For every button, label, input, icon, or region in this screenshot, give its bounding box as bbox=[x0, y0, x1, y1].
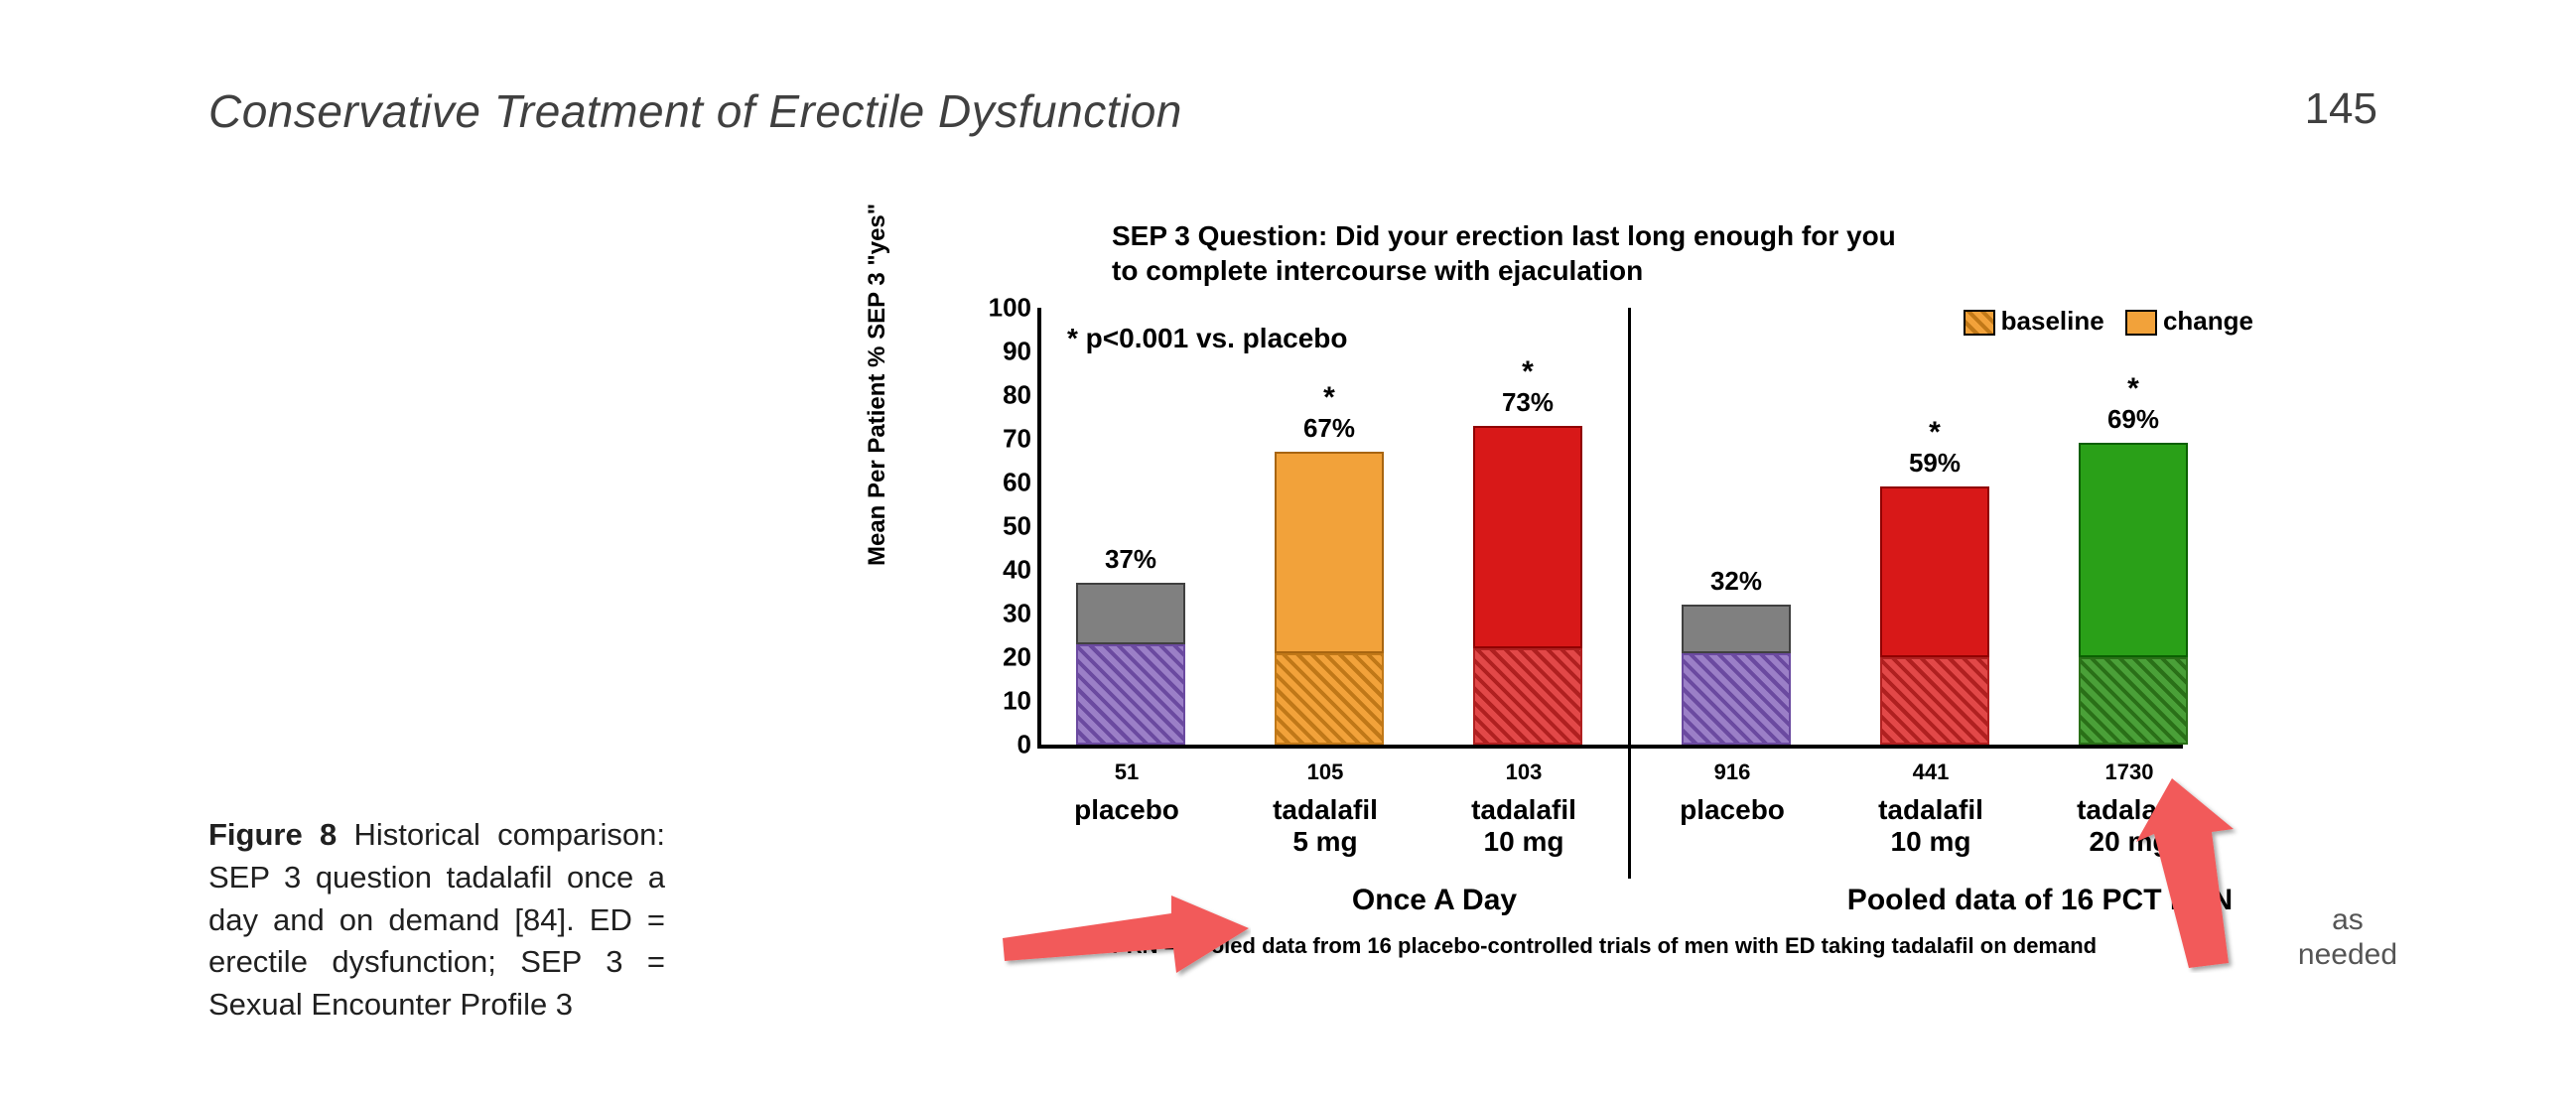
y-tick: 80 bbox=[972, 380, 1031, 411]
page-number: 145 bbox=[2305, 84, 2377, 134]
y-axis-label: Mean Per Patient % SEP 3 "yes" bbox=[864, 204, 891, 566]
bar-n-label: 441 bbox=[1913, 759, 1950, 785]
bar-category-label: tadalafil10 mg bbox=[1878, 794, 1983, 858]
bar-value-label: *67% bbox=[1303, 383, 1355, 444]
plot-area: 010203040506070809010037%*67%*73%32%*59%… bbox=[1037, 308, 2183, 749]
bar-category-label: tadalafil5 mg bbox=[1273, 794, 1378, 858]
caption-label: Figure 8 bbox=[208, 817, 337, 852]
bar-group: 37% bbox=[1076, 308, 1185, 745]
bar-group: 32% bbox=[1682, 308, 1791, 745]
annotation-needed: needed bbox=[2298, 938, 2397, 971]
figure-caption: Figure 8 Historical comparison: SEP 3 qu… bbox=[208, 814, 665, 1027]
group-label: Once A Day bbox=[1352, 884, 1517, 917]
bar-baseline-segment bbox=[1880, 657, 1989, 745]
y-tick: 40 bbox=[972, 555, 1031, 586]
bar-change-segment bbox=[1880, 486, 1989, 657]
annotation-as-needed: as needed bbox=[2298, 903, 2397, 972]
arrow-once-a-day bbox=[993, 884, 1251, 983]
bar-change-segment bbox=[1682, 605, 1791, 652]
bar-change-segment bbox=[1076, 583, 1185, 644]
bar-category-label: placebo bbox=[1680, 794, 1785, 826]
chart-area: SEP 3 Question: Did your erection last l… bbox=[883, 218, 2224, 973]
bar-n-label: 916 bbox=[1714, 759, 1751, 785]
bar-category-label: placebo bbox=[1074, 794, 1179, 826]
bar-n-label: 105 bbox=[1307, 759, 1344, 785]
y-tick: 100 bbox=[972, 293, 1031, 324]
bar-group: *59% bbox=[1880, 308, 1989, 745]
bar-baseline-segment bbox=[1275, 653, 1384, 745]
annotation-as: as bbox=[2332, 903, 2364, 936]
y-tick: 90 bbox=[972, 337, 1031, 367]
y-tick: 10 bbox=[972, 686, 1031, 717]
bar-baseline-segment bbox=[1473, 648, 1582, 745]
y-tick: 20 bbox=[972, 642, 1031, 673]
bar-value-label: *73% bbox=[1502, 357, 1554, 418]
bar-value-label: *69% bbox=[2107, 374, 2159, 435]
arrow-as-needed bbox=[2095, 774, 2253, 973]
y-tick: 50 bbox=[972, 511, 1031, 542]
chart-title-line1: SEP 3 Question: Did your erection last l… bbox=[1112, 220, 1896, 251]
bar-category-label: tadalafil10 mg bbox=[1471, 794, 1576, 858]
bar-baseline-segment bbox=[2079, 657, 2188, 745]
bar-change-segment bbox=[1275, 452, 1384, 652]
bar-group: *67% bbox=[1275, 308, 1384, 745]
y-tick: 70 bbox=[972, 424, 1031, 455]
bar-change-segment bbox=[2079, 443, 2188, 657]
page-root: Conservative Treatment of Erectile Dysfu… bbox=[0, 0, 2576, 1101]
running-header: Conservative Treatment of Erectile Dysfu… bbox=[208, 84, 1182, 138]
bar-value-label: 32% bbox=[1710, 566, 1762, 597]
group-divider bbox=[1628, 308, 1631, 879]
bar-baseline-segment bbox=[1076, 644, 1185, 745]
y-tick: 0 bbox=[972, 730, 1031, 760]
bar-n-label: 51 bbox=[1115, 759, 1139, 785]
y-tick: 60 bbox=[972, 468, 1031, 498]
y-tick: 30 bbox=[972, 599, 1031, 629]
chart-title-line2: to complete intercourse with ejaculation bbox=[1112, 255, 1643, 286]
bar-n-label: 103 bbox=[1506, 759, 1543, 785]
bar-value-label: *59% bbox=[1909, 418, 1961, 479]
bar-group: *69% bbox=[2079, 308, 2188, 745]
bar-change-segment bbox=[1473, 426, 1582, 648]
bar-value-label: 37% bbox=[1105, 544, 1156, 575]
bar-baseline-segment bbox=[1682, 653, 1791, 745]
bar-group: *73% bbox=[1473, 308, 1582, 745]
chart-title: SEP 3 Question: Did your erection last l… bbox=[1112, 218, 1896, 288]
